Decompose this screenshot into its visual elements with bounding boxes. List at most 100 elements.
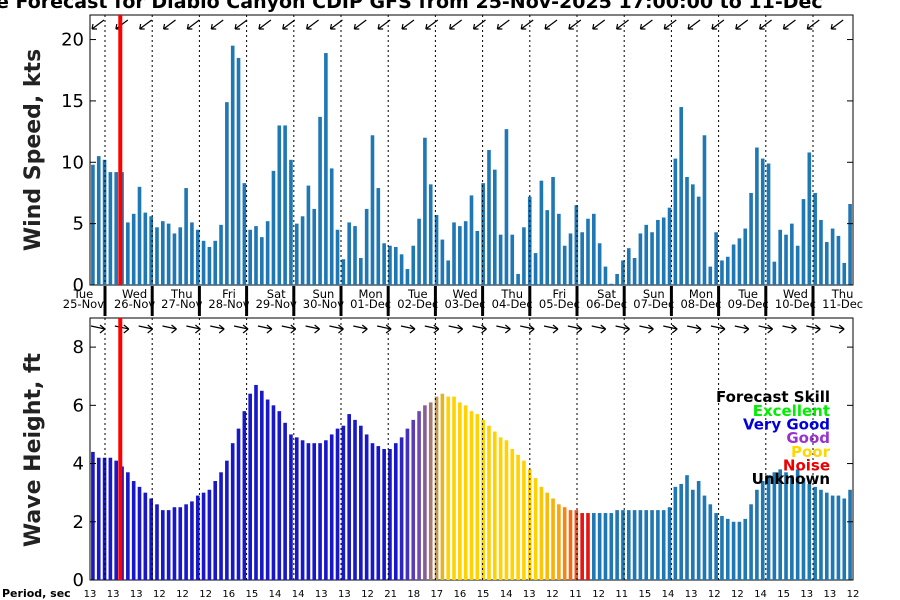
wave-arrow [782, 324, 797, 334]
period-value: 16 [454, 589, 467, 600]
wind-bar [411, 245, 416, 285]
wave-bar [784, 472, 788, 580]
wave-bar [650, 510, 654, 580]
day-of-week: Sun [312, 287, 334, 301]
wind-bar [242, 183, 247, 285]
wave-ytick-label: 6 [73, 395, 84, 416]
wave-bar [772, 472, 777, 580]
wind-arrow [282, 19, 296, 30]
wind-bar [108, 172, 113, 285]
period-label: Period, sec [2, 587, 71, 600]
wave-bar [452, 396, 456, 580]
wave-bar [498, 437, 503, 580]
wind-arrow [329, 19, 343, 30]
period-value: 12 [546, 589, 559, 600]
wave-bar [359, 425, 363, 580]
wind-bar [720, 260, 724, 285]
wave-bar [609, 513, 614, 580]
wave-bar [126, 472, 130, 580]
period-value: 13 [84, 589, 97, 600]
day-of-week: Wed [452, 287, 477, 301]
wave-bar [277, 411, 282, 580]
wave-bar [230, 443, 235, 580]
wave-bar [615, 510, 619, 580]
period-value: 12 [592, 589, 605, 600]
wind-arrow [830, 19, 844, 30]
wave-arrow [830, 324, 845, 334]
wind-bar [329, 168, 334, 285]
wave-bar [219, 472, 223, 580]
wind-bar [580, 232, 584, 285]
wave-bar [382, 449, 386, 580]
wave-bar [201, 492, 206, 580]
wave-bar [463, 405, 468, 580]
wave-arrow [615, 324, 630, 334]
wind-bar [463, 221, 468, 285]
wind-bar [166, 223, 171, 285]
wind-bar [749, 192, 753, 285]
wave-bar [597, 513, 602, 580]
wind-bar [574, 205, 579, 285]
day-of-week: Wed [122, 287, 147, 301]
legend-item-excellent: Excellent [753, 402, 830, 420]
wave-bar [283, 422, 287, 580]
wave-bar [190, 501, 194, 580]
wave-arrow [257, 324, 273, 334]
wave-bar [737, 521, 742, 580]
period-value: 13 [107, 589, 120, 600]
wave-bar [91, 451, 95, 580]
legend-item-poor: Poor [791, 443, 831, 461]
day-date: 02-Dec [397, 297, 438, 311]
wave-bar [586, 513, 590, 580]
wave-bar [172, 507, 177, 580]
wave-bar [300, 440, 305, 580]
wave-bar [795, 469, 800, 580]
wave-arrows [90, 324, 845, 334]
wind-bar [626, 248, 631, 285]
wave-bar [819, 489, 823, 580]
wave-bar [545, 492, 550, 580]
wind-bar [335, 229, 340, 285]
wind-bar [446, 260, 451, 285]
wind-bar [294, 223, 299, 285]
wind-bar [603, 266, 608, 285]
wind-arrow [759, 19, 772, 30]
wind-arrow [91, 19, 105, 30]
wave-bar [580, 513, 584, 580]
wave-arrow [806, 324, 821, 334]
wind-bar [306, 185, 311, 285]
wind-bar [312, 208, 317, 285]
wave-bar [178, 507, 183, 580]
wind-bar [178, 227, 183, 285]
wave-bar [533, 478, 538, 580]
wind-bar [271, 170, 276, 285]
wind-ytick-label: 5 [73, 214, 84, 235]
wind-bar [190, 222, 194, 285]
day-strip-tick [622, 286, 626, 316]
period-value: 12 [153, 589, 166, 600]
wind-bar [364, 208, 369, 285]
period-value: 12 [361, 589, 374, 600]
wave-bar [481, 419, 485, 580]
wave-bar [562, 507, 567, 580]
wave-bar [621, 510, 625, 580]
wave-bar [516, 454, 520, 580]
wave-ytick-label: 0 [73, 570, 84, 591]
wave-bar [137, 486, 142, 580]
wind-bar [213, 240, 218, 285]
day-of-week: Tue [73, 287, 94, 301]
day-of-week: Mon [358, 287, 382, 301]
period-value: 12 [176, 589, 189, 600]
wave-bar [254, 384, 258, 580]
wind-bar [469, 195, 474, 285]
wave-bar [673, 486, 678, 580]
wave-arrow [639, 324, 654, 334]
wind-bar [236, 57, 241, 286]
wind-bar [96, 156, 101, 285]
day-of-week: Sat [597, 287, 616, 301]
day-date: 03-Dec [444, 297, 485, 311]
wave-bar [312, 443, 317, 580]
wind-bar [696, 196, 701, 285]
period-value: 11 [569, 589, 582, 600]
